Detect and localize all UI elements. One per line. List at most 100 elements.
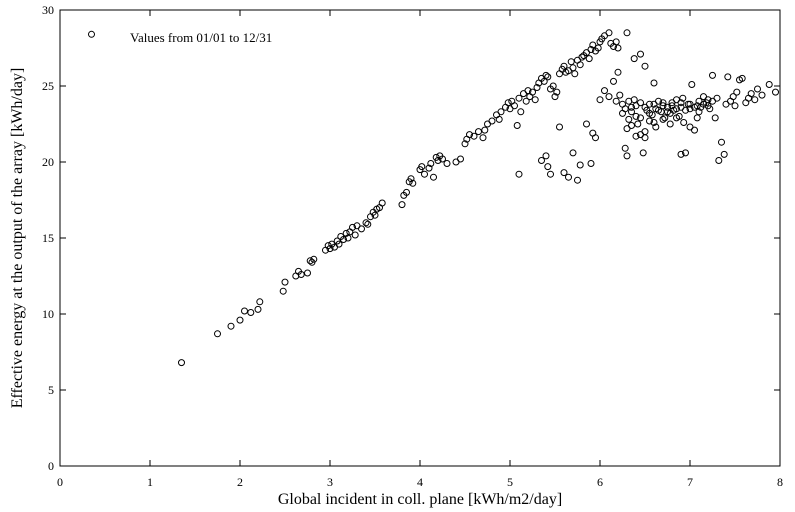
data-point xyxy=(542,71,550,79)
data-point xyxy=(553,88,561,96)
data-point xyxy=(178,359,185,367)
data-point xyxy=(772,88,779,96)
y-tick-label: 30 xyxy=(42,3,54,17)
data-point xyxy=(515,170,523,178)
data-point xyxy=(614,68,622,76)
y-tick-label: 5 xyxy=(48,383,54,397)
y-tick-label: 10 xyxy=(42,307,54,321)
data-point xyxy=(664,103,671,111)
data-point xyxy=(623,29,631,37)
x-tick-label: 1 xyxy=(147,475,153,489)
data-point xyxy=(630,55,638,63)
data-point xyxy=(421,170,428,178)
data-point xyxy=(686,105,694,113)
data-point xyxy=(650,119,658,126)
y-tick-label: 20 xyxy=(42,155,54,169)
data-point xyxy=(430,173,437,181)
data-point xyxy=(639,149,647,157)
data-point xyxy=(632,132,640,140)
data-point xyxy=(88,30,95,38)
data-point xyxy=(461,140,469,148)
data-point xyxy=(479,134,487,142)
data-point xyxy=(362,219,370,227)
data-point xyxy=(652,123,660,131)
data-point xyxy=(236,316,244,324)
y-tick-label: 25 xyxy=(42,79,54,93)
data-point xyxy=(693,114,701,122)
data-point xyxy=(610,77,617,85)
data-point xyxy=(754,85,761,93)
data-point xyxy=(574,176,581,184)
data-point xyxy=(596,96,604,104)
data-point xyxy=(673,105,680,113)
data-point xyxy=(612,38,620,46)
data-point xyxy=(637,99,644,107)
data-point xyxy=(398,201,406,209)
data-point xyxy=(481,126,489,134)
data-point xyxy=(616,91,624,99)
data-point xyxy=(364,220,372,228)
data-point xyxy=(585,55,593,63)
x-tick-label: 3 xyxy=(327,475,333,489)
data-point xyxy=(522,97,530,105)
data-point xyxy=(439,155,446,163)
data-point xyxy=(641,128,649,136)
data-point xyxy=(632,112,640,120)
data-point xyxy=(659,115,667,123)
data-point xyxy=(279,287,287,295)
data-point xyxy=(335,240,343,248)
data-point xyxy=(227,322,235,330)
data-point xyxy=(666,120,674,128)
data-point xyxy=(673,114,680,122)
data-point xyxy=(650,79,658,87)
data-point xyxy=(515,94,523,102)
data-point xyxy=(682,106,689,114)
data-point xyxy=(427,160,435,167)
data-point xyxy=(560,62,568,70)
data-point xyxy=(304,269,311,277)
x-tick-label: 5 xyxy=(507,475,513,489)
data-point xyxy=(592,134,599,142)
y-tick-label: 0 xyxy=(48,459,54,473)
data-point xyxy=(531,96,539,104)
data-point xyxy=(637,114,644,122)
data-point xyxy=(504,99,512,107)
data-point xyxy=(583,120,590,128)
data-point xyxy=(576,61,584,69)
data-point xyxy=(326,245,334,253)
data-point xyxy=(403,188,410,196)
data-point xyxy=(549,82,557,90)
data-point xyxy=(533,84,541,91)
data-point xyxy=(443,160,451,167)
data-point xyxy=(709,71,716,79)
data-point xyxy=(623,152,631,160)
data-point xyxy=(641,62,649,70)
data-point xyxy=(700,100,707,108)
data-point xyxy=(661,114,669,122)
data-point xyxy=(457,155,464,163)
data-point xyxy=(605,29,613,37)
data-point xyxy=(646,117,653,125)
data-point xyxy=(594,44,602,52)
data-point xyxy=(497,108,505,116)
data-point xyxy=(688,81,696,88)
data-point xyxy=(371,211,379,219)
data-point xyxy=(677,99,685,107)
data-point xyxy=(565,173,572,181)
data-point xyxy=(691,103,698,111)
data-point xyxy=(659,99,667,107)
y-axis-label: Effective energy at the output of the ar… xyxy=(9,68,26,409)
data-point xyxy=(542,152,550,160)
y-axis-ticks: 0 5 10 15 20 25 30 xyxy=(42,3,780,473)
data-point xyxy=(547,170,554,178)
data-point xyxy=(569,149,577,157)
data-point xyxy=(758,91,766,99)
plot-area-frame xyxy=(59,9,781,467)
x-tick-label: 4 xyxy=(417,475,423,489)
data-point xyxy=(621,144,629,152)
data-point xyxy=(351,231,359,239)
data-point xyxy=(605,93,613,101)
data-point xyxy=(747,90,755,98)
data-point xyxy=(340,236,347,243)
data-point xyxy=(742,99,750,107)
